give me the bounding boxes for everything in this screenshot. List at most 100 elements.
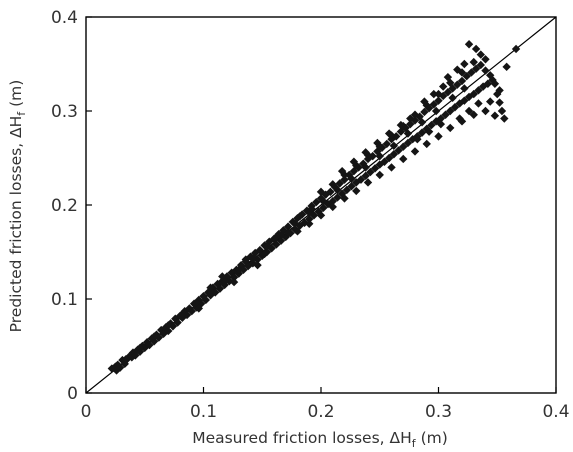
data-point [490,79,500,88]
data-point [218,272,227,281]
data-point [293,213,302,223]
data-point [335,179,344,188]
data-point [427,120,436,130]
data-point [476,50,485,59]
data-point [229,277,239,287]
data-point [173,318,182,327]
data-point [312,197,321,207]
y-axis-title-subscript: f [15,111,28,116]
x-axis-title-unit: (m) [416,429,448,447]
data-point [493,89,502,99]
data-point [375,170,384,180]
y-tick-label: 0.2 [51,196,78,216]
data-point [436,119,446,129]
data-point [222,272,232,281]
x-tick-label: 0.3 [425,402,452,422]
data-point [439,82,448,91]
data-point [387,163,396,172]
data-point [248,254,258,263]
data-point [471,44,481,54]
data-point [446,123,455,133]
data-point [455,99,464,108]
data-point [272,232,281,242]
data-point [229,273,239,282]
data-point [316,211,326,220]
data-point [399,142,408,151]
data-point [340,175,349,184]
data-point [410,110,420,119]
data-point [441,110,450,119]
data-point [352,186,361,196]
data-point [443,72,453,82]
data-point [481,55,490,64]
data-point [457,76,467,86]
data-point [239,265,248,275]
data-point [316,187,326,197]
data-point [469,89,478,99]
data-point [333,193,342,202]
data-point [356,175,366,184]
data-point [410,116,420,125]
data-point [436,114,446,123]
data-point [431,106,441,116]
data-point [361,163,370,172]
data-point [375,151,384,161]
data-point [326,187,335,197]
data-point [422,139,431,149]
data-point [476,60,485,70]
data-point [194,304,203,313]
data-point [403,129,413,138]
data-point [187,307,196,316]
data-point [305,214,314,224]
data-point [149,337,159,346]
data-point [211,288,220,297]
data-point [305,219,314,228]
data-point [420,107,429,117]
x-tick-label: 0.2 [307,402,334,422]
data-point [434,132,443,141]
x-axis-ticks: 0 0.1 0.2 0.3 0.4 [81,387,570,422]
data-point [363,178,373,187]
data-point [269,234,279,244]
data-point [446,106,455,116]
data-point [337,166,347,176]
data-point [394,146,403,155]
data-point [389,141,399,150]
x-axis-title-subscript: f [412,437,417,450]
data-point [370,164,380,173]
data-point [495,86,504,95]
data-point [511,44,521,54]
data-point [502,62,511,72]
data-point [276,236,286,245]
data-point [486,97,495,106]
data-point [375,142,384,151]
data-point [361,148,370,157]
data-point [149,332,159,341]
data-point [382,139,391,149]
x-tick-label: 0 [81,402,92,422]
data-point [413,135,422,144]
data-point [455,114,464,123]
data-point [328,197,337,206]
data-point [283,229,293,238]
data-point [178,309,187,319]
data-point [474,86,483,95]
data-point [152,330,161,339]
data-point [481,66,490,75]
data-point [420,97,429,106]
data-point [347,182,356,191]
data-point [399,154,408,164]
data-point [384,129,394,138]
y-tick-label: 0.1 [51,290,78,310]
data-point [406,114,415,123]
data-point [340,194,349,203]
data-point [319,197,328,206]
data-point [429,100,438,109]
data-point [443,88,453,97]
data-point [446,78,455,87]
data-point [497,106,507,116]
data-point [295,212,305,221]
data-point [290,219,300,228]
data-point [361,171,370,181]
